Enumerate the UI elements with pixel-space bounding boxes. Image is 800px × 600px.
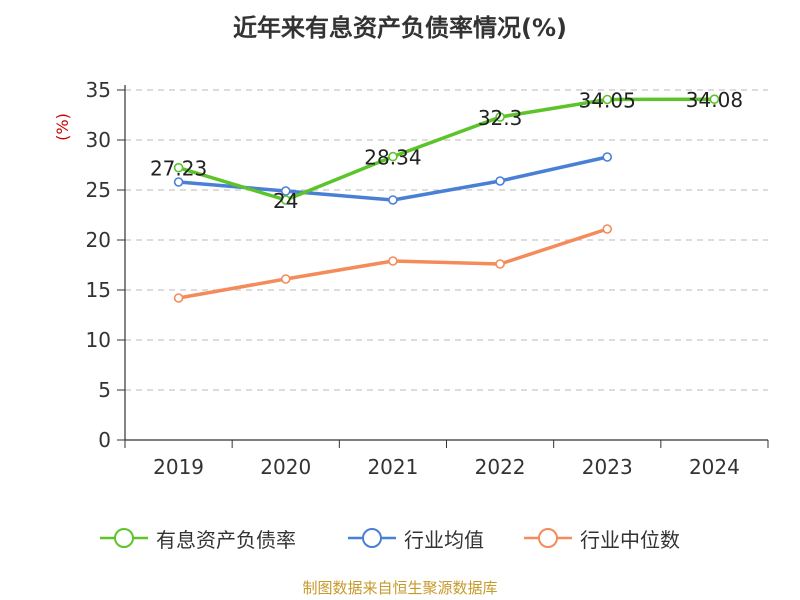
- y-tick-label: 10: [86, 328, 111, 352]
- data-point-series3: [602, 224, 613, 234]
- source-note: 制图数据来自恒生聚源数据库: [302, 579, 498, 597]
- legend-label-series1: 有息资产负债率: [156, 527, 296, 552]
- data-point-series3: [173, 293, 184, 303]
- series-line-1: [178, 97, 715, 202]
- line-chart: 0 5 10 15 20 25 30 35 (%) 2019 2020 2021 2022 2023 202…: [53, 78, 769, 479]
- data-point-series3: [388, 256, 398, 266]
- legend-marker-series1: [100, 528, 148, 548]
- x-tick-label: 2021: [367, 455, 418, 479]
- data-point-series1: [388, 151, 398, 162]
- data-point-series1: [280, 195, 291, 205]
- data-label: 34.05: [579, 89, 636, 113]
- legend-item-series1[interactable]: 有息资产负债率: [100, 520, 296, 556]
- legend-marker-series3: [524, 528, 572, 548]
- data-label: 28.34: [364, 146, 421, 170]
- data-point-series2: [173, 177, 184, 187]
- x-tick-label: 2023: [582, 455, 633, 479]
- data-label: 34.08: [686, 88, 743, 112]
- data-label: 32.3: [478, 106, 523, 130]
- data-point-series2: [388, 195, 398, 205]
- data-label: 24: [273, 189, 298, 213]
- y-tick-label: 25: [86, 178, 111, 202]
- x-tick-label: 2020: [260, 455, 311, 479]
- legend-label-series3: 行业中位数: [580, 527, 680, 552]
- legend-item-series2[interactable]: 行业均值: [348, 520, 484, 556]
- legend-label-series2: 行业均值: [404, 527, 484, 552]
- data-point-series1: [173, 162, 184, 173]
- data-point-series2: [280, 186, 291, 196]
- data-point-series2: [495, 176, 505, 186]
- chart-title: 近年来有息资产负债率情况(%): [233, 14, 567, 42]
- legend-marker-series2: [348, 528, 396, 548]
- data-point-series3: [495, 259, 505, 269]
- data-point-series1: [602, 94, 613, 105]
- data-point-series2: [602, 152, 613, 162]
- y-tick-label: 15: [86, 278, 111, 302]
- data-point-series1: [709, 94, 720, 104]
- x-tick-label: 2022: [475, 455, 526, 479]
- data-point-series3: [280, 274, 291, 284]
- legend-item-series3[interactable]: 行业中位数: [524, 520, 680, 556]
- y-tick-label: 30: [86, 128, 111, 152]
- x-tick-label: 2024: [689, 455, 740, 479]
- legend: 有息资产负债率 行业均值 行业中位数: [0, 520, 800, 556]
- data-point-series1: [495, 112, 505, 122]
- y-axis-label: (%): [53, 113, 72, 141]
- y-tick-label: 0: [98, 428, 111, 452]
- data-label: 27.23: [150, 157, 207, 181]
- y-tick-label: 20: [86, 228, 111, 252]
- x-tick-label: 2019: [153, 455, 204, 479]
- y-tick-label: 35: [86, 78, 111, 102]
- y-tick-label: 5: [98, 378, 111, 402]
